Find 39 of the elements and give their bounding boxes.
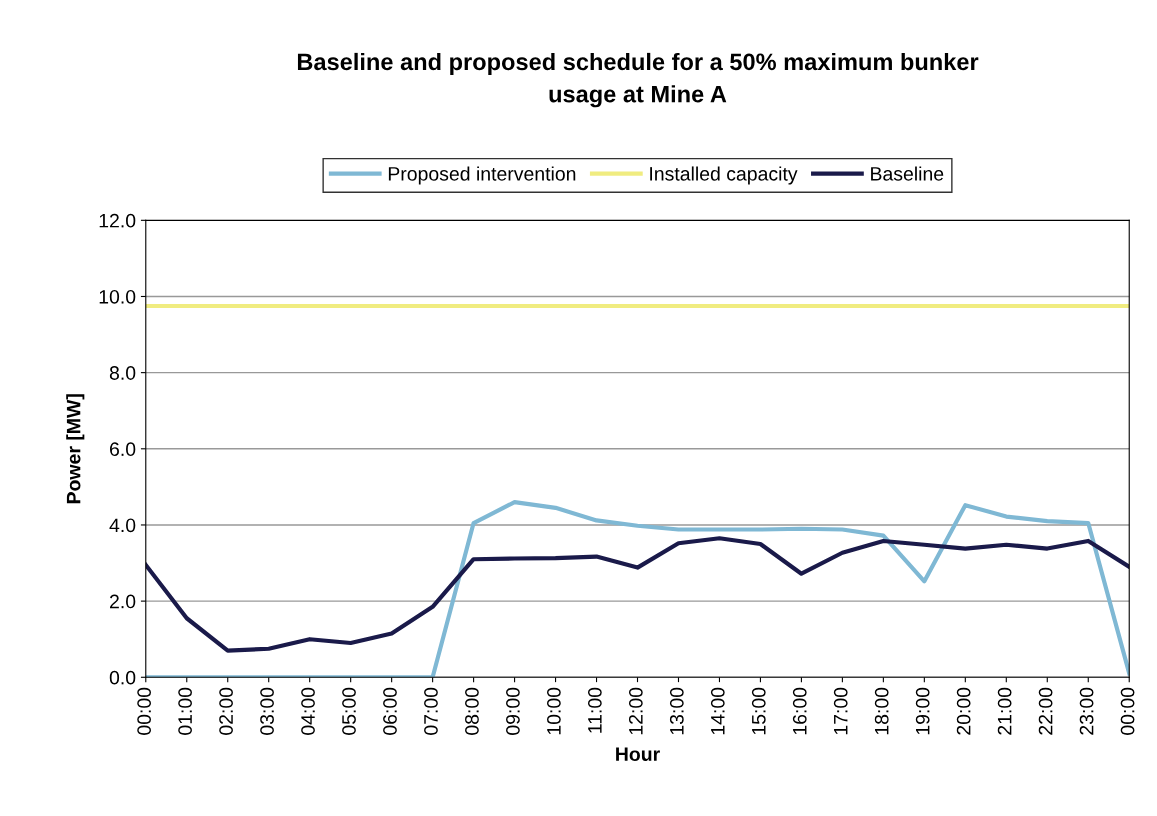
x-tick-label: 18:00 bbox=[874, 687, 889, 735]
x-tick-label: 20:00 bbox=[956, 687, 971, 735]
y-tick-label: 10.0 bbox=[99, 289, 136, 304]
legend-label: Proposed intervention bbox=[388, 166, 576, 185]
x-tick-label: 12:00 bbox=[628, 687, 643, 735]
x-tick-label: 17:00 bbox=[833, 687, 848, 735]
x-tick-label: 13:00 bbox=[669, 687, 684, 735]
x-tick-label: 07:00 bbox=[424, 687, 438, 735]
y-tick-label: 4.0 bbox=[109, 518, 136, 533]
x-tick-label: 11:00 bbox=[587, 687, 602, 733]
x-tick-label: 10:00 bbox=[547, 687, 561, 735]
x-tick-label: 02:00 bbox=[219, 687, 233, 735]
x-tick-label: 22:00 bbox=[1038, 687, 1053, 735]
y-tick-label: 6.0 bbox=[110, 442, 136, 457]
line-series bbox=[145, 536, 1130, 653]
x-tick-label: 21:00 bbox=[997, 687, 1012, 735]
x-tick-label: 00:00 bbox=[1120, 687, 1135, 735]
x-tick-label: 06:00 bbox=[383, 687, 397, 735]
y-tick-label: 2.0 bbox=[110, 594, 136, 609]
y-tick-label: 0.0 bbox=[109, 670, 136, 685]
x-tick-label: 00:00 bbox=[137, 687, 151, 735]
y-tick-label: 8.0 bbox=[109, 366, 136, 380]
x-tick-label: 05:00 bbox=[342, 687, 356, 735]
x-tick-label: 04:00 bbox=[301, 687, 315, 735]
x-tick-label: 16:00 bbox=[792, 687, 807, 735]
x-tick-label: 23:00 bbox=[1079, 687, 1094, 735]
x-tick-label: 09:00 bbox=[506, 687, 520, 735]
x-tick-label: 01:00 bbox=[178, 687, 192, 735]
x-axis-title: Hour bbox=[616, 747, 660, 762]
x-tick-label: 14:00 bbox=[710, 687, 725, 735]
legend-label: Baseline bbox=[871, 166, 944, 181]
x-tick-label: 08:00 bbox=[465, 687, 479, 735]
x-tick-label: 19:00 bbox=[915, 687, 930, 735]
x-tick-label: 03:00 bbox=[260, 687, 274, 735]
y-axis-title: Power [MW] bbox=[66, 394, 85, 504]
legend-label: Installed capacity bbox=[650, 166, 798, 185]
x-tick-label: 15:00 bbox=[751, 687, 766, 735]
chart-title: Baseline and proposed schedule for a 50% maximum bunker usage at Mine A bbox=[297, 52, 979, 108]
y-tick-label: 12.0 bbox=[99, 213, 136, 228]
